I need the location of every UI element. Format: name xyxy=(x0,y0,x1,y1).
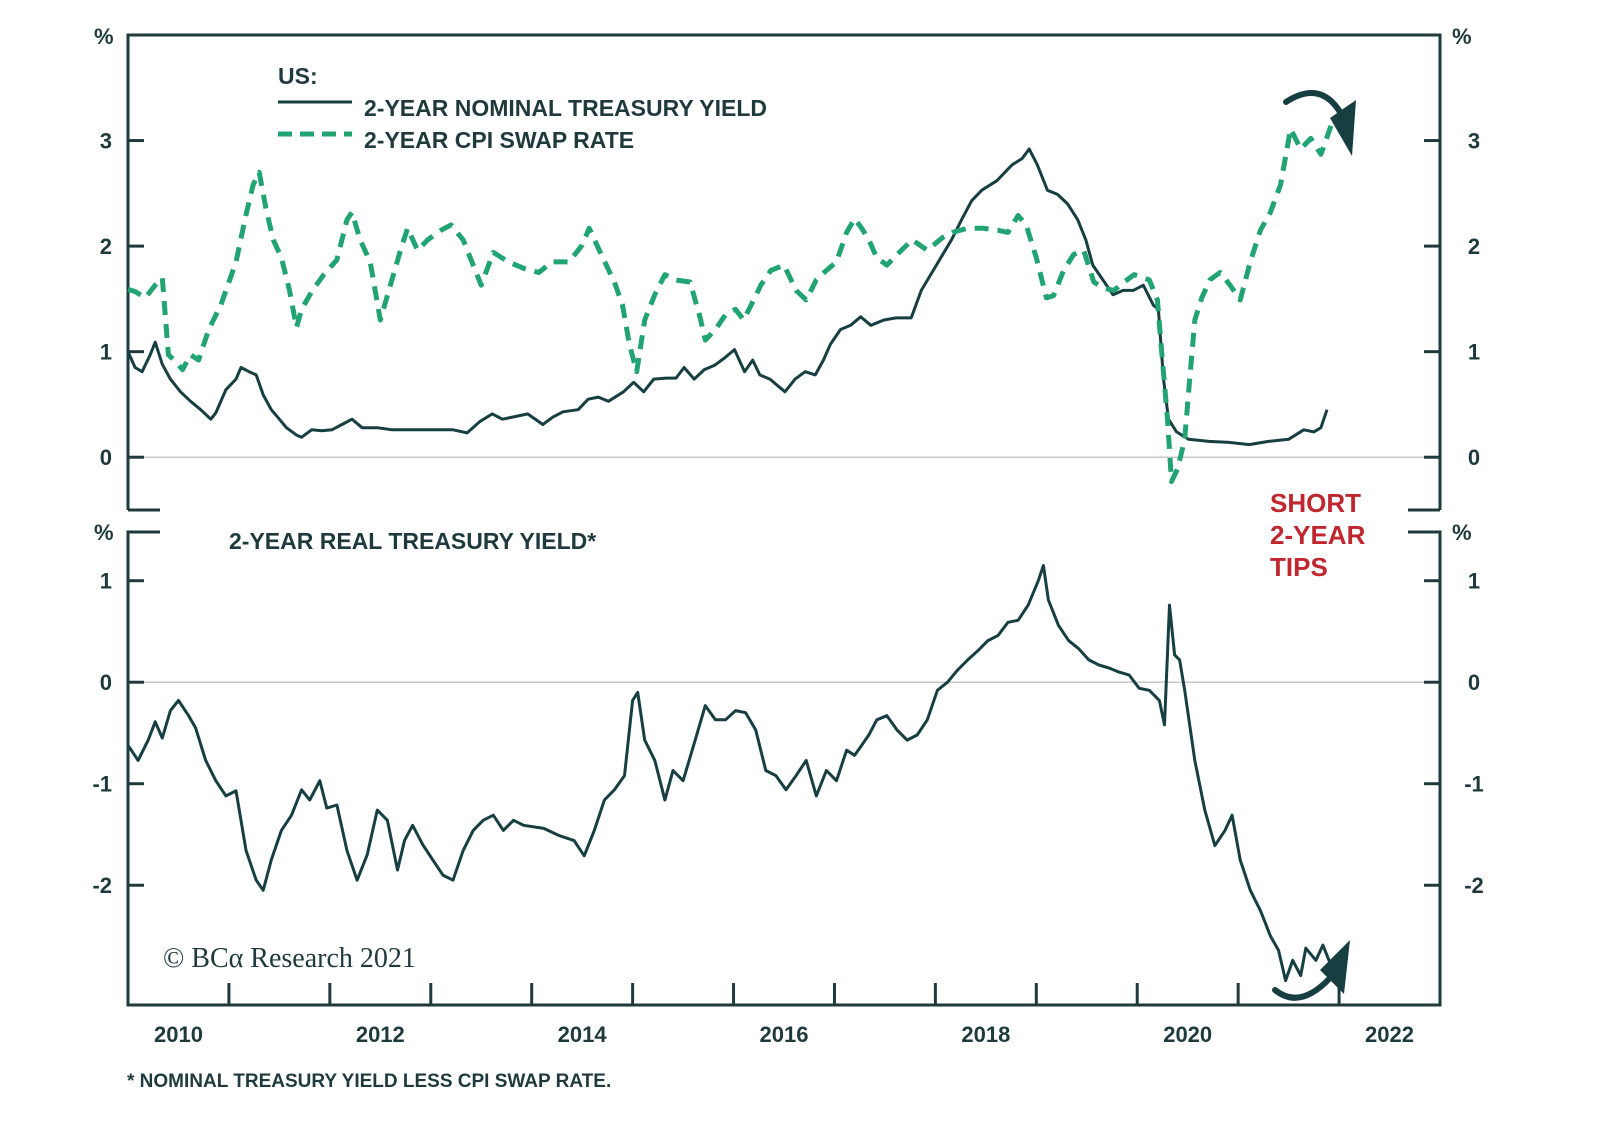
y-tick-label-left: 1 xyxy=(100,569,112,594)
x-tick-label: 2022 xyxy=(1365,1022,1414,1047)
y-tick-label-left: 1 xyxy=(100,340,112,365)
y-tick-label-right: -2 xyxy=(1464,873,1484,898)
x-tick-label: 2018 xyxy=(961,1022,1010,1047)
legend: US: 2-YEAR NOMINAL TREASURY YIELD 2-YEAR… xyxy=(278,63,767,153)
legend-heading: US: xyxy=(278,63,318,89)
bottom-panel-frame xyxy=(126,530,1442,1007)
x-tick-label: 2012 xyxy=(356,1022,405,1047)
y-tick-label-right: -1 xyxy=(1464,772,1484,797)
y-tick-label-left: -2 xyxy=(92,873,112,898)
footnote: * NOMINAL TREASURY YIELD LESS CPI SWAP R… xyxy=(127,1071,611,1092)
y-tick-label-right: 1 xyxy=(1468,569,1480,594)
bottom-left-unit-label: % xyxy=(94,520,114,545)
top-right-unit-label: % xyxy=(1452,24,1472,49)
chart-frames xyxy=(126,33,1442,1007)
y-tick-label-left: 2 xyxy=(100,234,112,259)
trade-call-line-3: TIPS xyxy=(1270,552,1328,582)
top-panel-frame xyxy=(126,33,1442,510)
trade-call-line-2: 2-YEAR xyxy=(1270,520,1366,550)
copyright-credit: © BCα Research 2021 xyxy=(163,943,416,974)
x-tick-label: 2020 xyxy=(1163,1022,1212,1047)
x-axis-ticks: 2010 2012 2014 2016 2018 2020 2022 xyxy=(154,983,1414,1047)
y-tick-label-right: 2 xyxy=(1468,234,1480,259)
y-tick-label-right: 3 xyxy=(1468,129,1480,154)
curved-arrow-up-icon xyxy=(1272,940,1350,1001)
legend-label-nominal: 2-YEAR NOMINAL TREASURY YIELD xyxy=(364,95,767,121)
y-tick-label-left: 0 xyxy=(100,670,112,695)
y-tick-label-left: -1 xyxy=(92,772,112,797)
series-line-nominal-yield xyxy=(126,147,1329,447)
y-tick-label-right: 0 xyxy=(1468,670,1480,695)
legend-label-cpi-swap: 2-YEAR CPI SWAP RATE xyxy=(364,127,634,153)
series-line-cpi-swap xyxy=(127,124,1334,484)
bottom-panel-title: 2-YEAR REAL TREASURY YIELD* xyxy=(229,528,596,554)
y-tick-label-left: 3 xyxy=(100,129,112,154)
zero-lines xyxy=(128,456,1440,683)
trade-call-line-1: SHORT xyxy=(1270,488,1361,518)
y-tick-label-left: 0 xyxy=(100,445,112,470)
bottom-right-unit-label: % xyxy=(1452,520,1472,545)
y-tick-label-right: 1 xyxy=(1468,340,1480,365)
x-tick-label: 2014 xyxy=(558,1022,608,1047)
y-tick-label-right: 0 xyxy=(1468,445,1480,470)
top-left-unit-label: % xyxy=(94,24,114,49)
series-layer xyxy=(126,124,1334,983)
y-axis-ticks: 0 0 1 1 2 2 3 3 -2 -2 -1 -1 0 0 1 1 xyxy=(92,129,1483,899)
x-tick-label: 2016 xyxy=(760,1022,809,1047)
x-tick-label: 2010 xyxy=(154,1022,203,1047)
trade-call-annotation: SHORT 2-YEAR TIPS xyxy=(1270,488,1366,582)
series-line-real-yield xyxy=(126,564,1333,983)
curved-arrow-down-icon xyxy=(1283,90,1356,156)
